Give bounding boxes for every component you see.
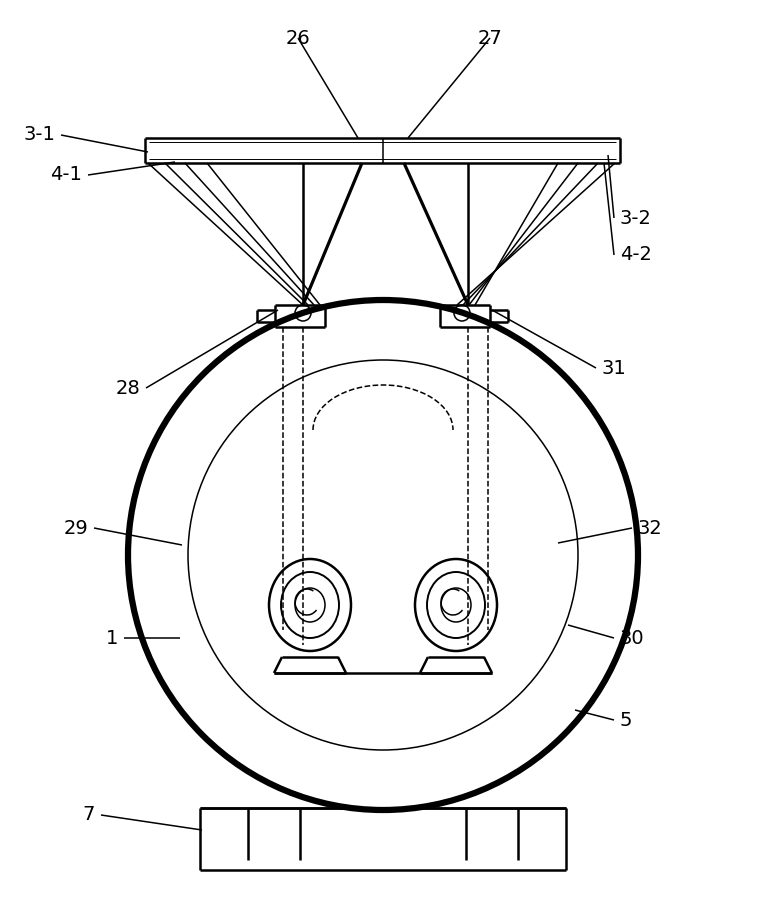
Text: 4-2: 4-2	[620, 245, 652, 264]
Text: 3-1: 3-1	[23, 126, 55, 145]
Text: 32: 32	[638, 518, 662, 537]
Text: 1: 1	[106, 629, 118, 648]
Text: 5: 5	[620, 711, 633, 730]
Text: 30: 30	[620, 629, 645, 648]
Text: 3-2: 3-2	[620, 209, 652, 228]
Text: 29: 29	[63, 518, 88, 537]
Text: 28: 28	[116, 378, 140, 397]
Text: 26: 26	[285, 28, 311, 47]
Text: 7: 7	[83, 805, 95, 824]
Text: 27: 27	[477, 28, 503, 47]
Text: 31: 31	[602, 359, 627, 377]
Text: 4-1: 4-1	[50, 166, 82, 185]
